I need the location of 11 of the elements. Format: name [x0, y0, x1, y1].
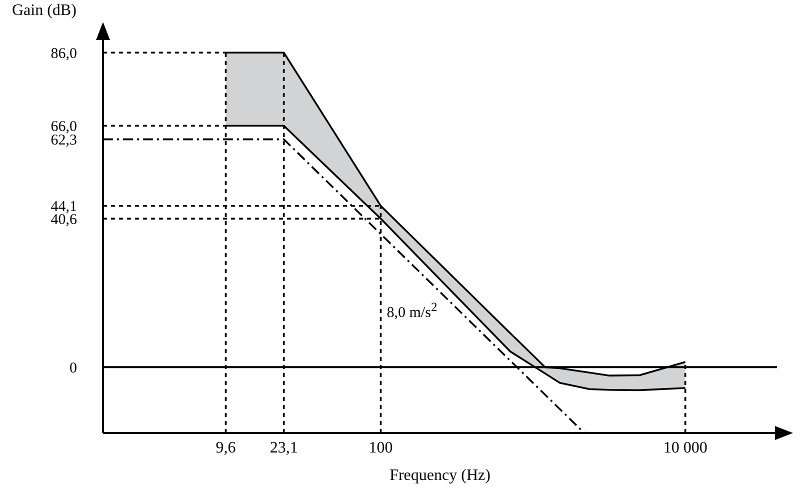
y-tick-label: 0: [70, 360, 77, 376]
annotation: 8,0 m/s$^{2}$: [386, 300, 438, 322]
y-tick-label: 66,0: [50, 119, 77, 136]
x-axis-title: Frequency (Hz): [388, 467, 492, 485]
x-tick-label: 9,6: [216, 439, 236, 456]
x-tick-label: 23,1: [270, 439, 298, 456]
x-tick-label: 100: [368, 439, 393, 456]
y-tick-label: 86,0: [50, 46, 77, 62]
y-axis-title: Gain (dB): [12, 2, 76, 20]
y-tick-label: 62,3: [50, 132, 77, 149]
x-tick-label: 10 000: [663, 439, 708, 456]
